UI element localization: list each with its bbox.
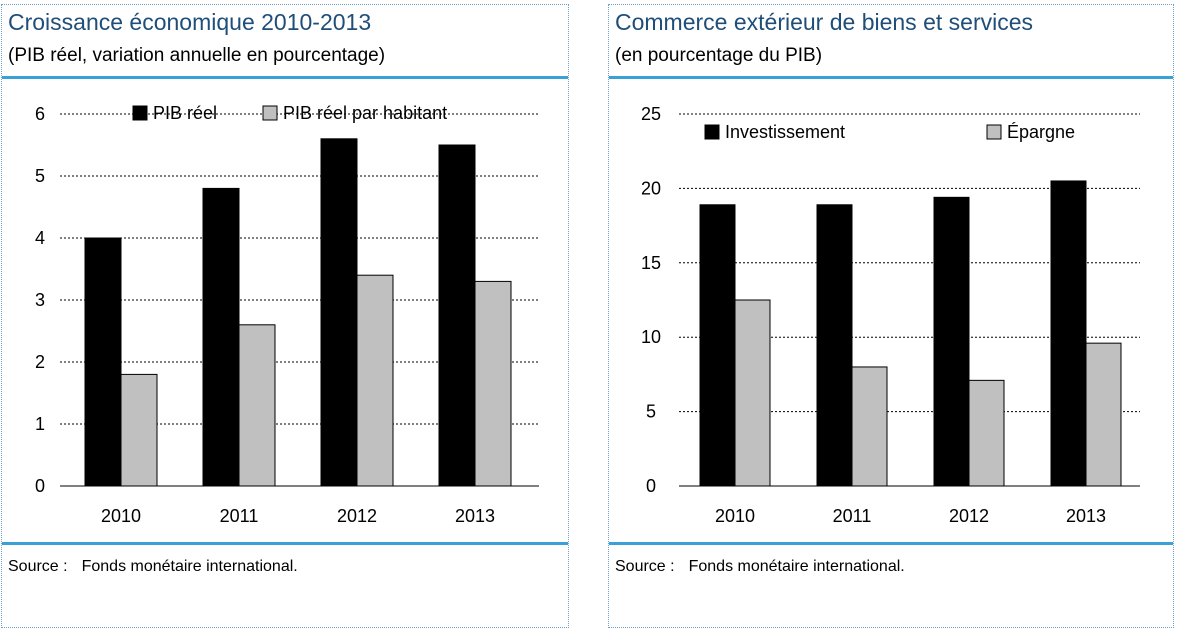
top-divider: [2, 76, 568, 79]
chart-subtitle: (PIB réel, variation annuelle en pourcen…: [8, 45, 386, 66]
chart-subtitle: (en pourcentage du PIB): [615, 45, 823, 66]
bar: [1085, 342, 1122, 487]
legend-label: PIB réel par habitant: [283, 103, 447, 123]
x-tick-label: 2010: [101, 506, 141, 526]
y-tick-label: 25: [641, 104, 661, 124]
bottom-divider: [609, 542, 1173, 545]
chart-title: Croissance économique 2010-2013: [8, 9, 372, 35]
bar: [474, 280, 512, 487]
bar: [202, 187, 240, 487]
x-tick-label: 2011: [833, 506, 872, 526]
bar: [1050, 180, 1087, 487]
right-chart-panel: Commerce extérieur de biens et services …: [608, 4, 1174, 628]
bar: [968, 379, 1005, 487]
legend-swatch: [132, 105, 148, 121]
source-text: Fonds monétaire international.: [688, 558, 905, 575]
y-tick-label: 2: [35, 352, 45, 372]
source-label: Source :: [615, 558, 675, 575]
y-tick-label: 3: [35, 290, 45, 310]
bar: [356, 274, 394, 487]
legend-swatch: [704, 124, 720, 140]
bar: [84, 237, 122, 487]
trade-bar-chart: 0 5 10 15 20 25 2010 2011 2012 2013 Investissement…: [641, 104, 1140, 526]
chart-title: Commerce extérieur de biens et services: [615, 9, 1033, 35]
x-tick-label: 2013: [1066, 506, 1106, 526]
bottom-divider: [2, 542, 568, 545]
bar: [851, 366, 888, 487]
bar: [734, 299, 771, 487]
bar: [320, 138, 358, 487]
bar: [238, 324, 276, 487]
y-tick-label: 5: [646, 402, 656, 422]
legend-label: Investissement: [725, 122, 845, 142]
legend-swatch: [986, 124, 1002, 140]
x-tick-label: 2011: [220, 506, 259, 526]
bar: [438, 144, 476, 487]
legend-label: Épargne: [1007, 122, 1075, 142]
x-tick-label: 2013: [455, 506, 495, 526]
y-tick-label: 5: [35, 166, 45, 186]
y-tick-label: 0: [646, 476, 656, 496]
bar: [699, 204, 736, 487]
bar: [816, 204, 853, 487]
bar: [933, 196, 970, 487]
x-tick-label: 2012: [337, 506, 377, 526]
bar: [120, 373, 158, 487]
y-tick-label: 0: [35, 476, 45, 496]
legend-swatch: [262, 105, 278, 121]
source-text: Fonds monétaire international.: [81, 558, 298, 575]
top-divider: [609, 76, 1173, 79]
x-tick-label: 2010: [715, 506, 755, 526]
y-tick-label: 4: [35, 228, 45, 248]
legend-label: PIB réel: [153, 103, 217, 123]
left-chart-panel: Croissance économique 2010-2013 (PIB rée…: [1, 4, 569, 628]
growth-bar-chart: 0 1 2 3 4 5 6 2010 2011 2012 2013 PIB réel PIB réel …: [35, 103, 539, 526]
y-tick-label: 15: [641, 253, 661, 273]
x-tick-label: 2012: [949, 506, 989, 526]
y-tick-label: 10: [641, 327, 661, 347]
source-label: Source :: [8, 558, 68, 575]
source-note: Source : Fonds monétaire international.: [8, 558, 298, 576]
y-tick-label: 20: [641, 178, 661, 198]
y-tick-label: 6: [35, 104, 45, 124]
source-note: Source : Fonds monétaire international.: [615, 558, 905, 576]
y-tick-label: 1: [35, 414, 45, 434]
